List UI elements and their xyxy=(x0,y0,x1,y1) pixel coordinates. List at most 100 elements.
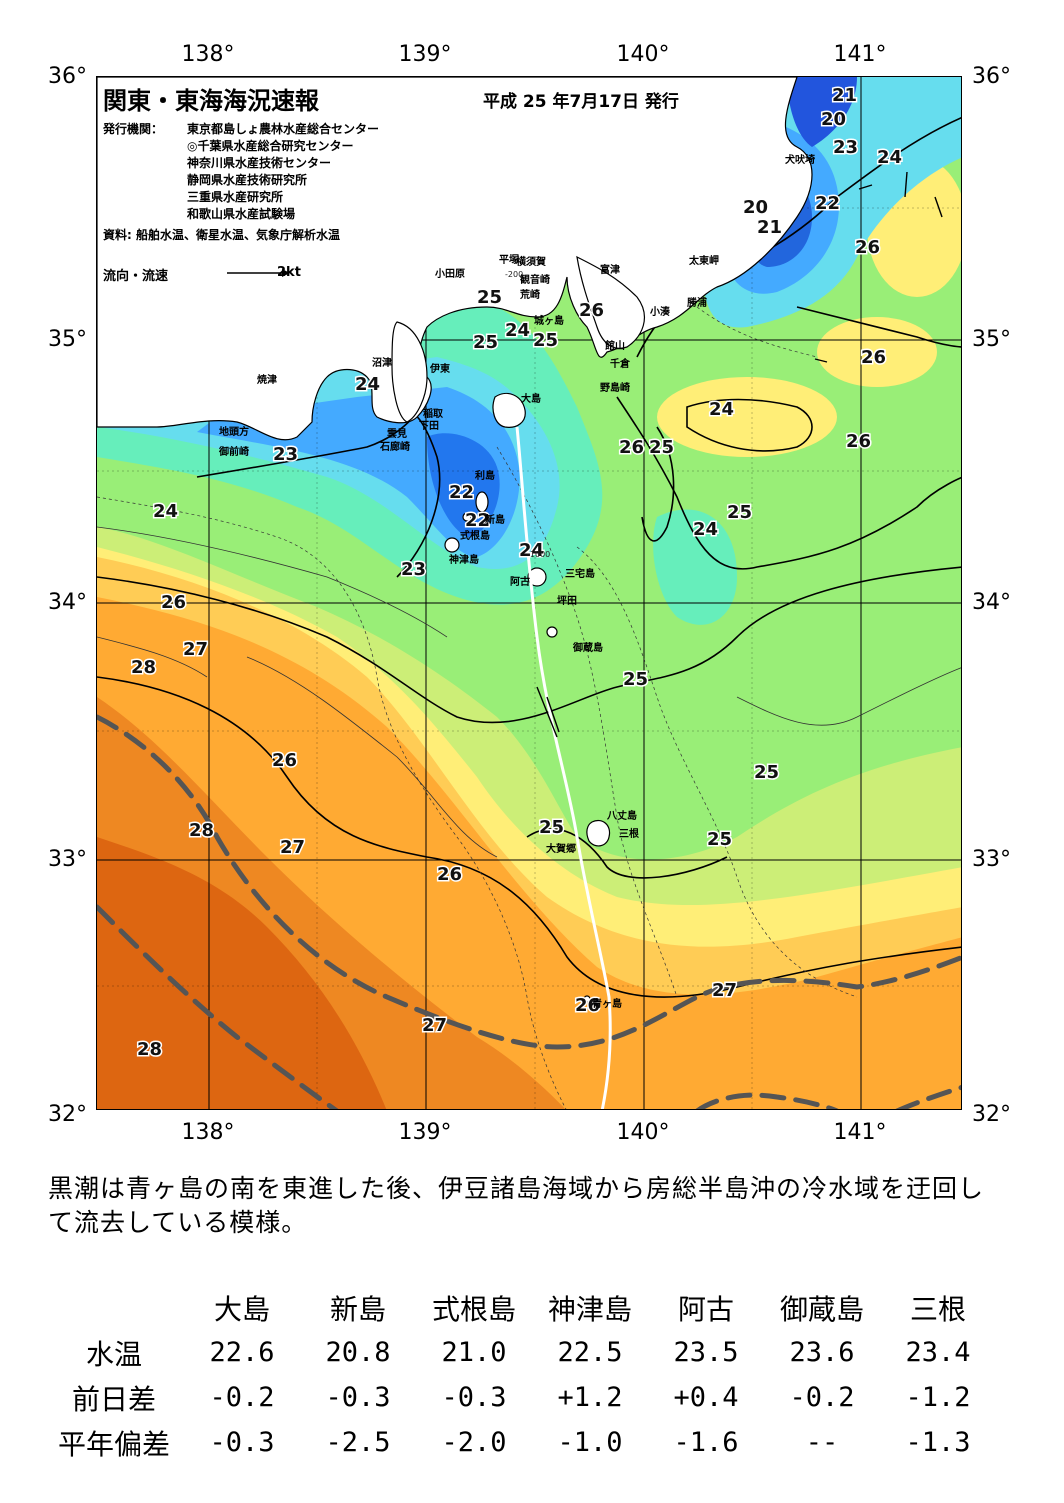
isotherm-label: 23 xyxy=(833,137,858,158)
isotherm-label: 26 xyxy=(161,592,186,613)
table-cell: -0.3 xyxy=(441,1382,507,1413)
isotherm-label: 25 xyxy=(754,762,779,783)
station-header: 御蔵島 xyxy=(779,1292,864,1326)
place-name-label: 太東岬 xyxy=(688,254,719,267)
isotherm-label: 25 xyxy=(533,330,558,351)
isotherm-label: 27 xyxy=(712,980,737,1001)
table-cell: 23.6 xyxy=(789,1337,855,1368)
isotherm-label: 25 xyxy=(649,437,674,458)
legend-label: 流向・流速 xyxy=(103,269,169,284)
issuer-2: 神奈川県水産技術センター xyxy=(187,156,332,170)
place-name-label: 神津島 xyxy=(449,553,479,566)
lon-label-139: 139° xyxy=(398,42,452,67)
isotherm-label: 26 xyxy=(846,431,871,452)
isotherm-label: 24 xyxy=(877,147,902,168)
place-name-label: 小湊 xyxy=(649,305,671,318)
table-cell: 20.8 xyxy=(325,1337,391,1368)
station-header: 神津島 xyxy=(547,1292,632,1326)
station-header: 大島 xyxy=(213,1292,270,1326)
station-header: 三根 xyxy=(909,1292,966,1326)
isotherm-label: 22 xyxy=(465,510,490,531)
lon-label-141: 141° xyxy=(833,42,887,67)
table-corner xyxy=(44,1285,184,1330)
place-name-label: 千倉 xyxy=(610,357,631,370)
row-label: 平年偏差 xyxy=(57,1427,170,1461)
isotherm-label: 21 xyxy=(757,217,782,238)
isotherm-label: 24 xyxy=(153,501,178,522)
isotherm-label: 26 xyxy=(272,750,297,771)
isotherm-label: 26 xyxy=(575,995,600,1016)
lat-label-33-right: 33° xyxy=(972,847,1011,872)
issue-date: 平成 25 年7月17日 発行 xyxy=(483,92,679,112)
data-sources: 資料: 船舶水温、衛星水温、気象庁解析水温 xyxy=(103,228,340,242)
isotherm-label: 26 xyxy=(579,300,604,321)
table-cell: +1.2 xyxy=(557,1382,623,1413)
table-cell: 22.5 xyxy=(557,1337,623,1368)
issuer-0: 東京都島しょ農林水産総合センター xyxy=(187,122,380,136)
table-row: 前日差 -0.2 -0.3 -0.3 +1.2 +0.4 -0.2 -1.2 xyxy=(44,1375,996,1420)
lat-label-34-right: 34° xyxy=(972,590,1011,615)
table-cell: -2.0 xyxy=(441,1427,507,1458)
place-name-label: 荒崎 xyxy=(519,288,540,301)
lon-label-138-bottom: 138° xyxy=(181,1120,235,1145)
observation-table: 大島 新島 式根島 神津島 阿古 御蔵島 三根 水温 22.6 20.8 21.… xyxy=(44,1285,996,1465)
place-name-label: 利島 xyxy=(475,469,495,482)
isotherm-label: 27 xyxy=(183,639,208,660)
isotherm-label: 26 xyxy=(619,437,644,458)
lon-label-139-bottom: 139° xyxy=(398,1120,452,1145)
isotherm-label: 24 xyxy=(519,540,544,561)
issuer-3: 静岡県水産技術研究所 xyxy=(187,173,308,187)
table-row: 水温 22.6 20.8 21.0 22.5 23.5 23.6 23.4 xyxy=(44,1330,996,1375)
lat-label-36-left: 36° xyxy=(48,64,87,89)
table-row: 平年偏差 -0.3 -2.5 -2.0 -1.0 -1.6 -- -1.3 xyxy=(44,1420,996,1465)
lat-label-33-left: 33° xyxy=(48,847,87,872)
table-cell: -0.3 xyxy=(209,1427,275,1458)
isotherm-label: 26 xyxy=(855,237,880,258)
table-cell: -0.2 xyxy=(789,1382,855,1413)
place-name-label: 平塚 xyxy=(499,253,519,266)
table-cell: -0.2 xyxy=(209,1382,275,1413)
place-name-label: 下田 xyxy=(419,420,439,432)
place-name-label: 犬吠埼 xyxy=(785,153,815,166)
station-header: 式根島 xyxy=(431,1292,516,1326)
place-name-label: 大島 xyxy=(521,392,541,405)
place-name-label: 地頭方 xyxy=(219,425,249,438)
place-name-label: 御前崎 xyxy=(218,445,249,458)
summary-text: 黒潮は青ヶ島の南を東進した後、伊豆諸島海域から房総半島沖の冷水域を迂回して流去し… xyxy=(48,1174,985,1237)
place-name-label: 小田原 xyxy=(434,267,465,280)
place-name-label: 館山 xyxy=(604,339,625,352)
place-name-label: 大賀郷 xyxy=(546,842,576,855)
isotherm-label: 27 xyxy=(280,837,305,858)
place-name-label: 雲見 xyxy=(387,428,407,440)
place-name-label: 青ヶ島 xyxy=(592,997,622,1010)
place-name-label: 三宅島 xyxy=(565,567,595,580)
isotherm-label: 20 xyxy=(821,109,846,130)
map-title: 関東・東海海況速報 xyxy=(103,87,319,115)
place-name-label: 観音崎 xyxy=(520,273,550,286)
isotherm-label: 21 xyxy=(832,85,857,106)
place-name-label: 焼津 xyxy=(257,373,277,386)
table-cell: -1.6 xyxy=(673,1427,739,1458)
table-cell: 21.0 xyxy=(441,1337,507,1368)
table-cell: 23.5 xyxy=(673,1337,739,1368)
place-name-label: 稲取 xyxy=(423,407,444,420)
lat-label-35-right: 35° xyxy=(972,327,1011,352)
depth-contour-label: -1000 xyxy=(527,550,550,559)
lat-label-32-right: 32° xyxy=(972,1102,1011,1127)
place-name-label: 新島 xyxy=(485,513,505,526)
place-name-label: 御蔵島 xyxy=(572,641,603,654)
issuers-label: 発行機関： xyxy=(103,122,164,136)
lon-label-138: 138° xyxy=(181,42,235,67)
place-name-label: 横須賀 xyxy=(516,255,546,268)
isotherm-label: 25 xyxy=(727,502,752,523)
isotherm-label: 23 xyxy=(273,444,298,465)
depth-contour-label: -200 xyxy=(505,270,523,279)
lat-label-35-left: 35° xyxy=(48,327,87,352)
isotherm-label: 22 xyxy=(449,482,474,503)
isotherm-label: 24 xyxy=(709,399,734,420)
station-header: 新島 xyxy=(329,1292,386,1326)
place-name-label: 坪田 xyxy=(557,594,577,607)
place-name-label: 三根 xyxy=(619,827,639,840)
isotherm-label: 23 xyxy=(401,559,426,580)
lon-label-140: 140° xyxy=(616,42,670,67)
